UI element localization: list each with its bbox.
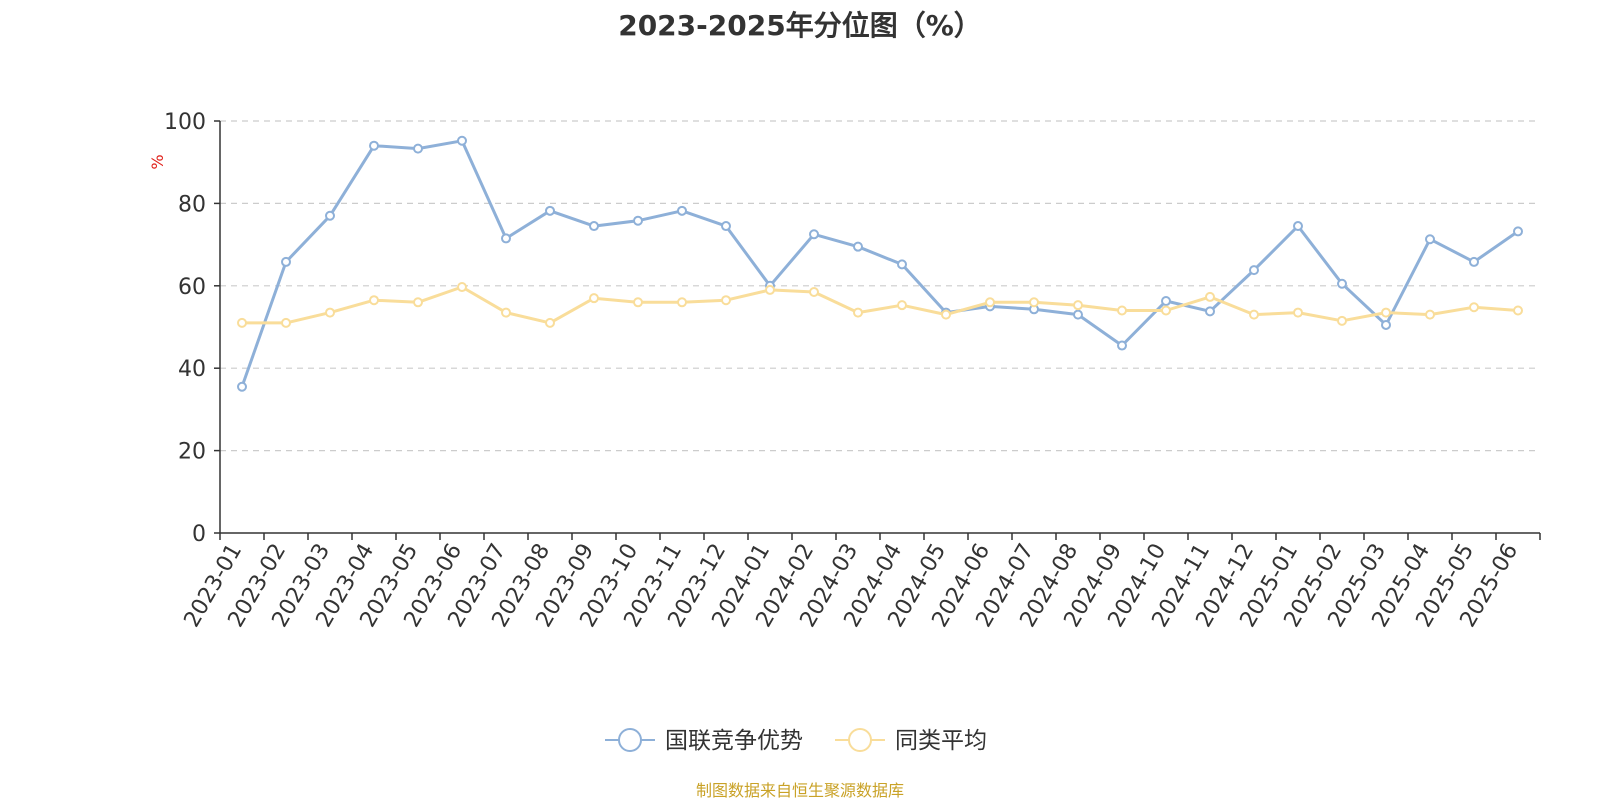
data-point[interactable] [237,317,247,328]
data-point[interactable] [1161,296,1171,307]
data-point[interactable] [1117,340,1127,351]
data-point[interactable] [897,300,907,311]
data-point[interactable] [413,297,423,308]
series-2 [237,282,1523,328]
series-layer [237,135,1523,392]
data-point[interactable] [1381,307,1391,318]
legend-item[interactable]: 国联竞争优势 [605,728,803,754]
data-point[interactable] [1249,309,1259,320]
chart-svg: 020406080100%2023-012023-022023-032023-0… [148,110,1541,754]
data-point[interactable] [457,135,467,146]
data-point[interactable] [281,317,291,328]
data-point[interactable] [457,282,467,293]
data-point[interactable] [281,256,291,267]
data-point[interactable] [1425,309,1435,320]
data-point[interactable] [369,295,379,306]
legend-label: 同类平均 [895,728,987,754]
data-point[interactable] [1513,305,1523,316]
data-point[interactable] [1073,300,1083,311]
data-point[interactable] [1513,226,1523,237]
data-point[interactable] [237,381,247,392]
legend[interactable]: 国联竞争优势 同类平均 [605,728,987,754]
legend-item[interactable]: 同类平均 [835,728,987,754]
data-point[interactable] [1381,319,1391,330]
data-point[interactable] [941,309,951,320]
data-point[interactable] [1205,291,1215,302]
axis-layer: 020406080100%2023-012023-022023-032023-0… [148,110,1541,632]
data-point[interactable] [325,210,335,221]
data-point[interactable] [985,297,995,308]
data-point[interactable] [1161,305,1171,316]
legend-label: 国联竞争优势 [665,728,803,754]
data-point[interactable] [1117,305,1127,316]
data-point[interactable] [369,140,379,151]
chart-title: 2023-2025年分位图（%） [618,9,982,42]
y-tick-label: 20 [178,440,206,465]
data-point[interactable] [589,221,599,232]
grid-layer [220,120,1540,452]
data-point[interactable] [1029,297,1039,308]
data-point[interactable] [1293,221,1303,232]
y-tick-label: 40 [178,357,206,382]
data-point[interactable] [1425,234,1435,245]
data-point[interactable] [545,317,555,328]
data-point[interactable] [501,233,511,244]
data-point[interactable] [1469,256,1479,267]
legend-marker [618,728,642,752]
y-tick-label: 60 [178,275,206,300]
data-point[interactable] [545,205,555,216]
data-point[interactable] [1469,302,1479,313]
series-line[interactable] [240,139,1519,388]
data-point[interactable] [721,221,731,232]
data-point[interactable] [809,286,819,297]
legend-marker [848,728,872,752]
data-point[interactable] [721,295,731,306]
data-point[interactable] [633,215,643,226]
series-line[interactable] [242,285,1519,325]
data-point[interactable] [677,205,687,216]
data-point[interactable] [809,229,819,240]
data-point[interactable] [677,297,687,308]
data-point[interactable] [765,284,775,295]
y-tick-label: 0 [192,522,206,547]
data-point[interactable] [897,259,907,270]
data-point[interactable] [1249,265,1259,276]
data-point[interactable] [589,293,599,304]
data-point[interactable] [1073,309,1083,320]
source-note: 制图数据来自恒生聚源数据库 [695,781,904,800]
data-point[interactable] [413,143,423,154]
data-point[interactable] [853,241,863,252]
y-axis-label: % [148,154,167,169]
data-point[interactable] [1337,278,1347,289]
data-point[interactable] [1293,307,1303,318]
data-point[interactable] [325,307,335,318]
data-point[interactable] [501,307,511,318]
y-tick-label: 100 [164,110,206,135]
y-tick-label: 80 [178,192,206,217]
data-point[interactable] [853,307,863,318]
data-point[interactable] [633,297,643,308]
series-1 [237,135,1523,392]
data-point[interactable] [1205,306,1215,317]
data-point[interactable] [1337,315,1347,326]
